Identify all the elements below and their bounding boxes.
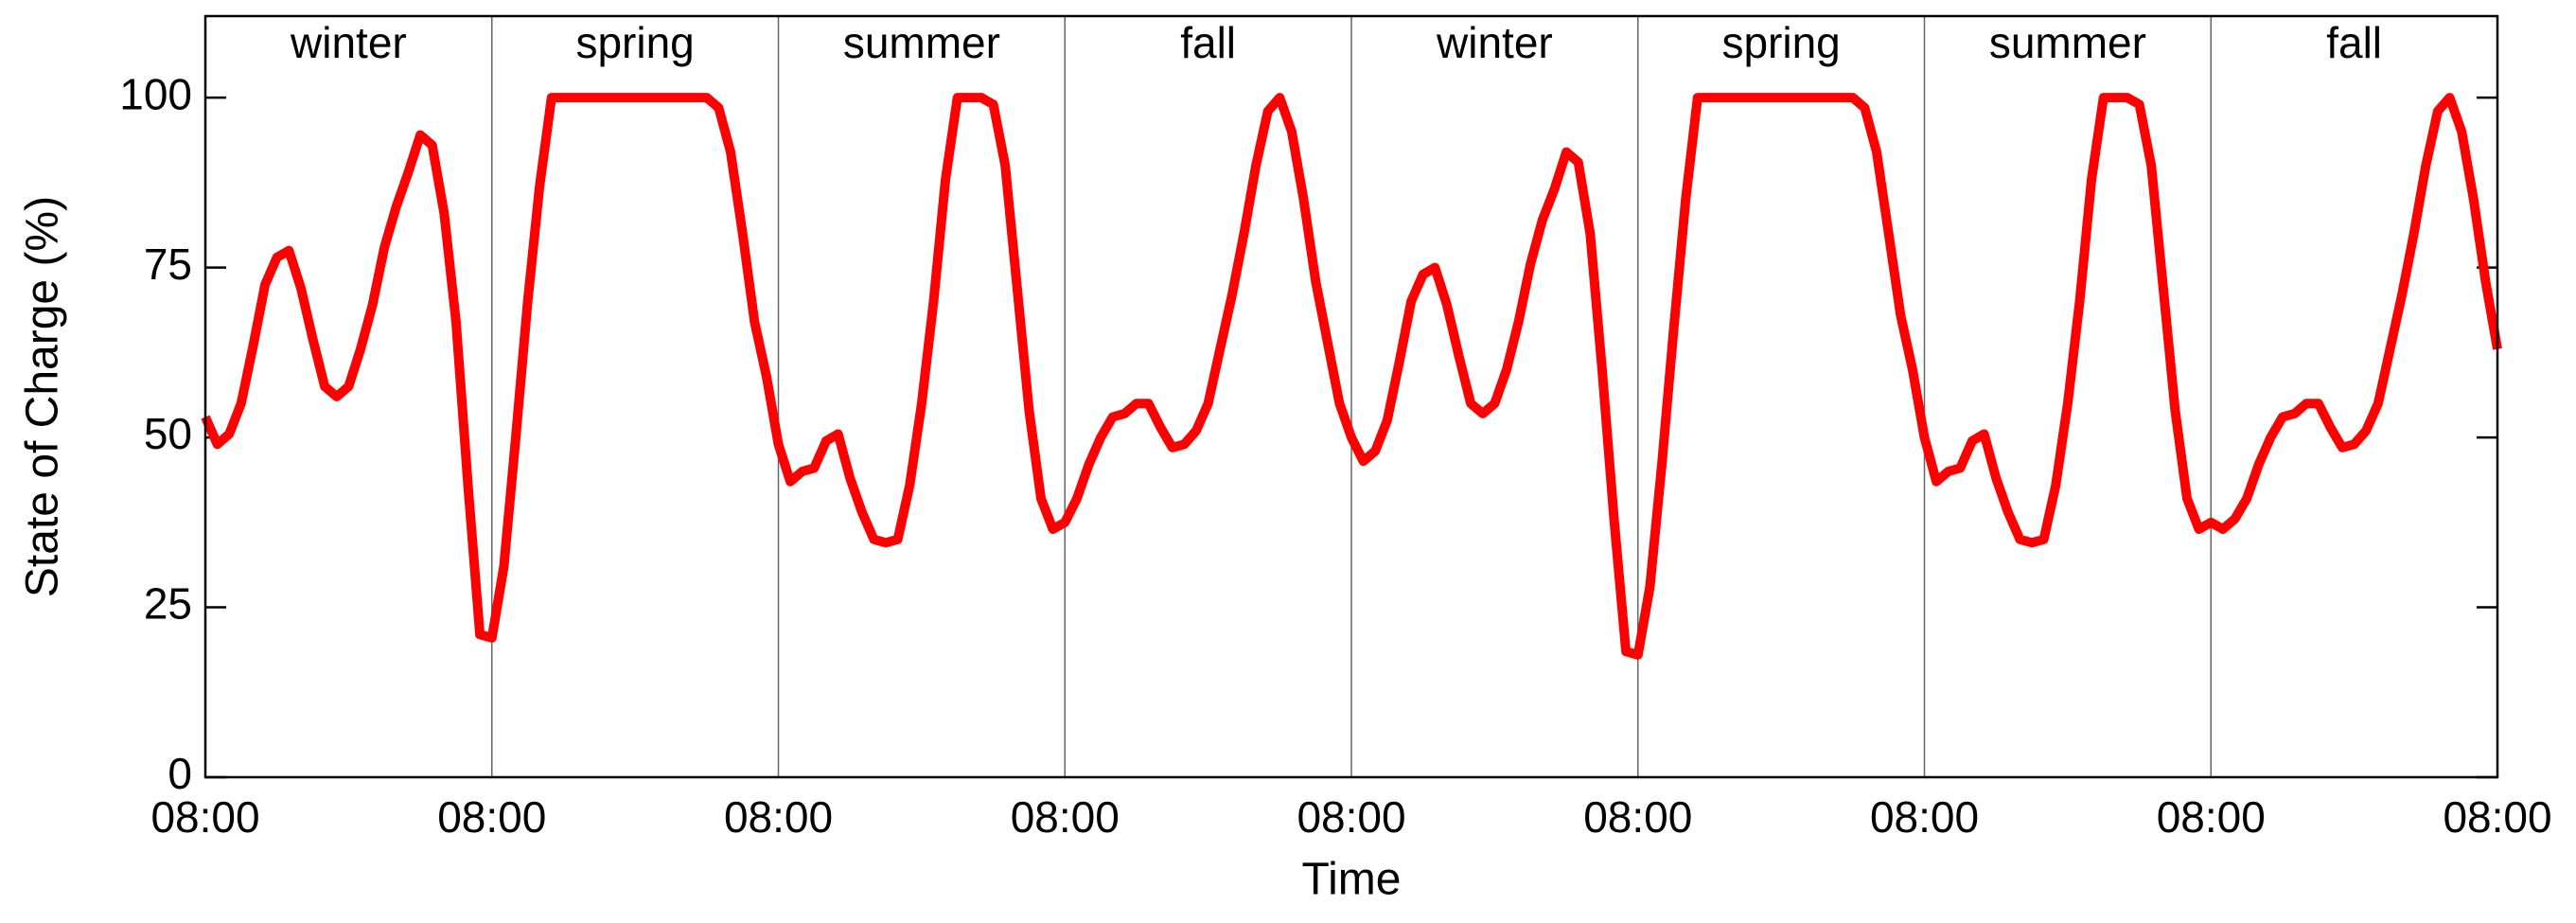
data-line bbox=[201, 93, 2502, 660]
y-tick-label: 75 bbox=[144, 240, 192, 289]
y-tick-label: 25 bbox=[144, 579, 192, 629]
season-label: winter bbox=[1436, 18, 1553, 67]
x-tick-label: 08:00 bbox=[1011, 792, 1120, 842]
y-tick-label: 100 bbox=[119, 69, 192, 118]
x-axis-label: Time bbox=[1302, 855, 1402, 905]
season-label: fall bbox=[1180, 18, 1236, 67]
season-label: fall bbox=[2326, 18, 2382, 67]
season-label: summer bbox=[1989, 18, 2146, 67]
season-label: spring bbox=[575, 18, 694, 67]
y-tick-label: 50 bbox=[144, 409, 192, 458]
x-tick-label: 08:00 bbox=[1870, 792, 1979, 842]
x-tick-label: 08:00 bbox=[437, 792, 546, 842]
y-axis-label: State of Charge (%) bbox=[18, 196, 68, 597]
x-tick-label: 08:00 bbox=[1583, 792, 1692, 842]
x-tick-label: 08:00 bbox=[2157, 792, 2266, 842]
y-tick-label: 0 bbox=[168, 749, 192, 798]
x-tick-label: 08:00 bbox=[2443, 792, 2551, 842]
plot-frame bbox=[203, 14, 2499, 779]
season-label: summer bbox=[843, 18, 1000, 67]
x-tick-label: 08:00 bbox=[724, 792, 833, 842]
x-tick-label: 08:00 bbox=[150, 792, 259, 842]
season-label: winter bbox=[290, 18, 407, 67]
season-label: spring bbox=[1721, 18, 1840, 67]
x-tick-label: 08:00 bbox=[1297, 792, 1405, 842]
